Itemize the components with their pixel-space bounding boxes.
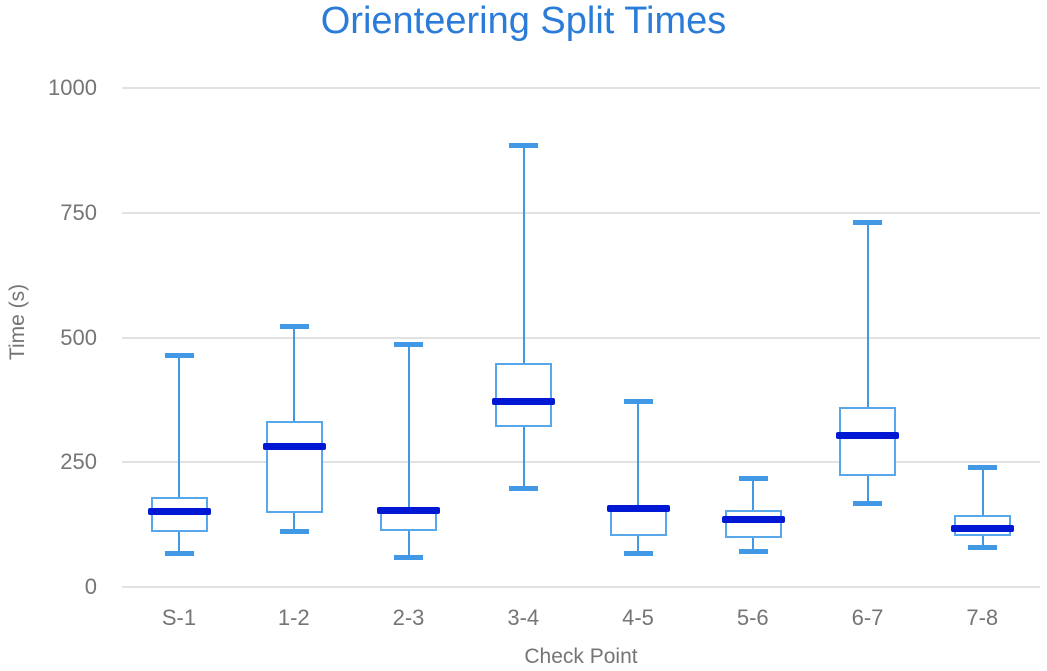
gridline-750	[122, 211, 1040, 214]
gridline-1000	[122, 87, 1040, 89]
whisker-cap-max-S-1	[164, 352, 194, 358]
y-tick-label-250: 250	[60, 449, 97, 475]
y-tick-label-0: 0	[84, 574, 97, 599]
x-axis-title: Check Point	[524, 645, 638, 668]
median-S-1	[147, 507, 211, 515]
whisker-upper-5-6	[752, 477, 755, 511]
whisker-cap-max-6-7	[853, 219, 883, 225]
whisker-cap-min-6-7	[853, 501, 883, 507]
y-tick-label-750: 750	[60, 199, 97, 225]
whisker-lower-1-2	[293, 513, 296, 532]
box-3-4	[495, 362, 553, 427]
whisker-cap-max-3-4	[509, 142, 539, 148]
x-tick-label-6-7: 6-7	[851, 605, 884, 630]
gridline-500	[122, 336, 1040, 339]
x-tick-label-S-1: S-1	[161, 605, 197, 630]
whisker-lower-7-8	[981, 536, 984, 548]
gridline-250	[122, 461, 1040, 464]
whisker-upper-7-8	[981, 466, 984, 516]
median-5-6	[721, 515, 785, 523]
whisker-upper-1-2	[293, 326, 296, 421]
gridline-0	[122, 586, 1040, 588]
whisker-cap-max-4-5	[623, 398, 653, 404]
whisker-lower-3-4	[522, 426, 525, 489]
whisker-cap-min-1-2	[279, 529, 309, 535]
median-3-4	[492, 398, 556, 406]
x-tick-label-3-4: 3-4	[507, 605, 540, 630]
whisker-cap-min-5-6	[738, 549, 768, 555]
y-tick-label-1000: 1000	[48, 75, 97, 100]
box-1-2	[265, 420, 323, 514]
median-2-3	[377, 506, 441, 514]
whisker-cap-min-7-8	[968, 545, 998, 551]
chart-title: Orienteering Split Times	[320, 0, 727, 42]
whisker-cap-max-2-3	[394, 341, 424, 347]
x-tick-label-4-5: 4-5	[622, 605, 654, 630]
y-axis-title: Time (s)	[6, 283, 29, 361]
x-tick-label-1-2: 1-2	[277, 605, 310, 630]
whisker-cap-max-5-6	[738, 475, 768, 481]
whisker-cap-min-2-3	[394, 555, 424, 561]
whisker-upper-4-5	[637, 400, 640, 507]
box-5-6	[724, 510, 782, 539]
x-tick-label-2-3: 2-3	[392, 605, 425, 630]
whisker-upper-2-3	[407, 343, 410, 509]
whisker-cap-min-3-4	[509, 486, 539, 492]
whisker-cap-max-1-2	[279, 324, 309, 330]
whisker-lower-4-5	[637, 536, 640, 553]
whisker-upper-3-4	[522, 144, 525, 363]
whisker-lower-6-7	[866, 476, 869, 504]
whisker-upper-S-1	[178, 354, 181, 498]
whisker-cap-min-4-5	[623, 550, 653, 556]
y-tick-label-500: 500	[60, 324, 97, 350]
whisker-lower-5-6	[752, 538, 755, 552]
median-7-8	[951, 524, 1015, 532]
whisker-lower-S-1	[178, 532, 181, 554]
x-tick-label-5-6: 5-6	[736, 605, 769, 630]
whisker-cap-max-7-8	[968, 464, 998, 470]
x-tick-label-7-8: 7-8	[966, 605, 999, 630]
whisker-lower-2-3	[407, 531, 410, 558]
median-4-5	[606, 505, 670, 513]
whisker-upper-6-7	[866, 221, 869, 407]
whisker-cap-min-S-1	[164, 551, 194, 557]
box-6-7	[839, 406, 897, 477]
median-6-7	[836, 431, 900, 439]
median-1-2	[262, 443, 326, 451]
